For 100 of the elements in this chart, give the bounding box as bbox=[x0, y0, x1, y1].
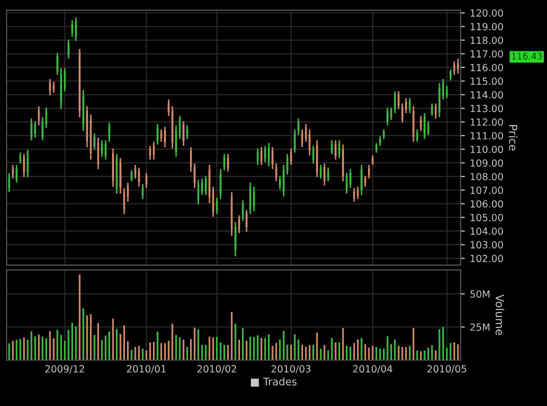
y-tick-label: 25M bbox=[470, 323, 490, 331]
candlestick bbox=[401, 104, 404, 123]
candlestick bbox=[398, 91, 400, 110]
y-tick-label: 105.00 bbox=[470, 214, 503, 222]
candlestick bbox=[145, 173, 148, 188]
candlestick bbox=[175, 125, 178, 157]
y-axis-title: Price bbox=[508, 125, 518, 151]
candlestick bbox=[227, 154, 229, 172]
y-axis-title: Volume bbox=[496, 294, 504, 336]
candlestick bbox=[52, 82, 55, 93]
candlestick bbox=[286, 154, 288, 174]
x-tick-label: 2010/04 bbox=[353, 365, 392, 374]
candlestick bbox=[164, 126, 166, 148]
candlestick bbox=[30, 118, 32, 140]
candlestick bbox=[12, 164, 14, 179]
y-tick-label: 102.00 bbox=[470, 254, 503, 262]
candlestick bbox=[100, 140, 103, 157]
y-tick-label: 116.00 bbox=[470, 64, 503, 72]
candlestick bbox=[260, 147, 262, 165]
candlestick bbox=[156, 124, 158, 144]
x-tick-label: 2010/01 bbox=[126, 365, 166, 374]
candlestick bbox=[416, 129, 418, 142]
candlestick bbox=[68, 39, 70, 59]
y-tick-label: 103.00 bbox=[470, 241, 503, 248]
candlestick bbox=[123, 188, 126, 214]
candlestick bbox=[356, 186, 359, 200]
candlestick bbox=[56, 53, 58, 75]
y-tick-label: 114.00 bbox=[470, 91, 503, 99]
candlestick bbox=[234, 222, 236, 256]
candlestick bbox=[450, 69, 452, 80]
y-tick-label: 120.00 bbox=[470, 9, 503, 17]
candlestick bbox=[308, 129, 311, 156]
y-tick-label: 111.00 bbox=[470, 132, 503, 140]
candlestick bbox=[8, 173, 10, 192]
candlestick bbox=[282, 164, 285, 196]
y-tick-label: 118.00 bbox=[470, 36, 503, 44]
candlestick bbox=[38, 106, 40, 126]
candlestick bbox=[75, 18, 77, 41]
candlestick bbox=[197, 180, 200, 204]
candlestick bbox=[112, 148, 114, 187]
candlestick bbox=[360, 164, 362, 195]
candlestick bbox=[342, 144, 344, 182]
candlestick bbox=[216, 198, 218, 214]
candlestick bbox=[264, 146, 266, 162]
y-tick-label: 106.00 bbox=[470, 200, 503, 208]
text: 116.43 bbox=[512, 52, 542, 60]
candlestick bbox=[120, 158, 122, 194]
candlestick bbox=[238, 215, 240, 234]
candlestick bbox=[49, 78, 51, 96]
candlestick bbox=[324, 164, 326, 186]
candlestick bbox=[457, 58, 459, 74]
candlestick bbox=[220, 168, 222, 200]
candlestick bbox=[446, 86, 448, 98]
candlestick bbox=[379, 136, 382, 146]
candlestick bbox=[94, 134, 96, 150]
candlestick bbox=[168, 99, 170, 116]
y-tick-label: 115.00 bbox=[470, 78, 503, 85]
candlestick bbox=[349, 168, 352, 188]
candlestick bbox=[190, 147, 192, 172]
x-tick-label: 2010/05 bbox=[427, 365, 466, 374]
candlestick bbox=[253, 186, 255, 212]
candlestick bbox=[42, 117, 44, 140]
candlestick bbox=[316, 140, 318, 178]
candlestick bbox=[130, 170, 132, 182]
candlestick bbox=[298, 118, 300, 135]
y-tick-label: 107.00 bbox=[470, 186, 503, 194]
candlestick bbox=[438, 83, 440, 118]
x-tick-label: 2010/03 bbox=[272, 365, 310, 374]
candlestick bbox=[246, 210, 248, 232]
candlestick bbox=[194, 164, 196, 188]
candlestick bbox=[424, 113, 426, 140]
candlestick bbox=[86, 106, 88, 148]
y-tick-label: 112.00 bbox=[470, 118, 503, 126]
y-tick-label: 108.00 bbox=[470, 172, 503, 180]
candlestick bbox=[431, 104, 433, 116]
candlestick bbox=[353, 188, 356, 202]
candlestick bbox=[23, 154, 25, 178]
candlestick bbox=[242, 200, 244, 221]
candlestick bbox=[16, 164, 18, 183]
candlestick bbox=[126, 182, 129, 202]
x-tick-label: 2009/12 bbox=[45, 365, 84, 374]
y-tick-label: 110.00 bbox=[470, 146, 503, 154]
x-tick-label: 2010/02 bbox=[197, 365, 236, 374]
candlestick bbox=[104, 140, 107, 160]
candlestick bbox=[34, 121, 36, 138]
candlestick bbox=[330, 140, 333, 154]
y-tick-label: 104.00 bbox=[470, 228, 503, 235]
y-tick-label: 117.00 bbox=[470, 50, 503, 58]
candlestick bbox=[327, 168, 330, 182]
candlestick bbox=[334, 140, 336, 160]
candlestick bbox=[290, 148, 292, 165]
candlestick bbox=[420, 116, 422, 131]
candlestick bbox=[412, 106, 414, 142]
candlestick bbox=[149, 146, 152, 160]
candlestick bbox=[394, 91, 396, 114]
candlestick bbox=[138, 168, 140, 187]
text: ■ Trades bbox=[250, 377, 297, 387]
y-tick-label: 113.00 bbox=[470, 104, 503, 112]
y-tick-label: 119.00 bbox=[470, 22, 503, 30]
candlestick bbox=[182, 121, 184, 146]
